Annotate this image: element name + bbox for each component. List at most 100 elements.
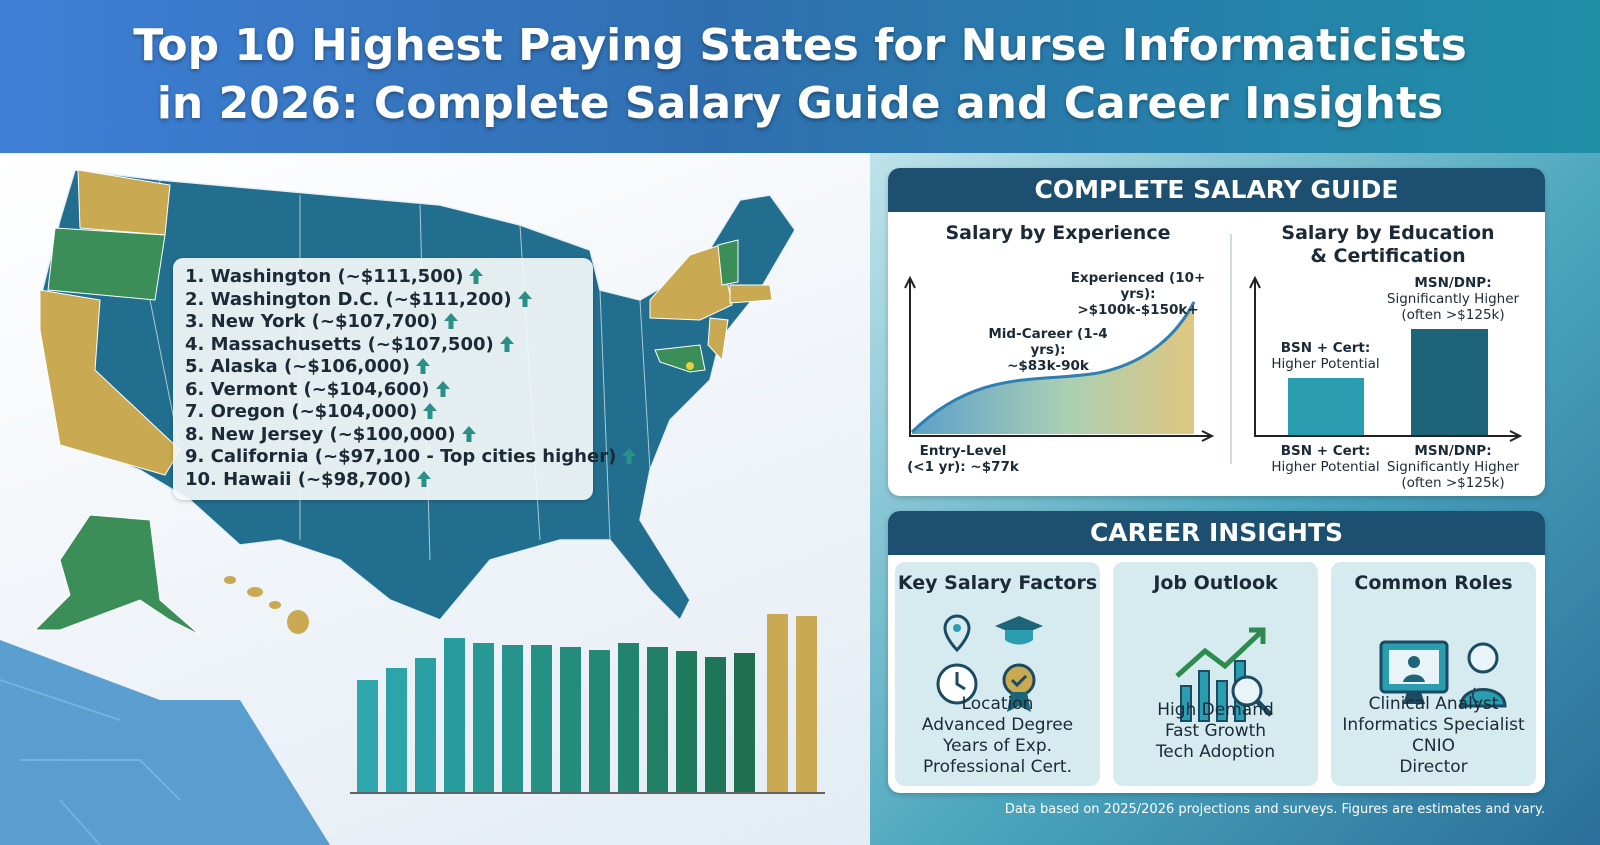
column-icon — [1175, 627, 1273, 722]
icon-part — [1216, 680, 1228, 722]
ranking-item: 3. New York (~$107,700) — [185, 311, 458, 332]
column-item: High Demand — [1157, 700, 1274, 720]
up-arrow — [517, 290, 532, 307]
icon-part — [1010, 674, 1028, 688]
card-title: COMPLETE SALARY GUIDE — [888, 168, 1545, 212]
up-arrow — [469, 268, 484, 284]
icon-part — [955, 672, 966, 691]
experience-area — [912, 302, 1194, 434]
header: Top 10 Highest Paying States for Nurse I… — [0, 0, 1600, 153]
label-line: Mid-Career (1-4 yrs): — [988, 326, 1108, 358]
label: BSN + Cert: Higher Potential — [1258, 443, 1393, 475]
up-arrow — [416, 358, 431, 374]
ranking-text: 10. Hawaii (~$98,700) — [185, 468, 412, 490]
insight-column: Key Salary Factors Location Advanced Degre… — [895, 562, 1100, 786]
icon-part — [1471, 687, 1480, 703]
column-item: Location — [961, 694, 1034, 714]
icon-part — [1180, 685, 1192, 722]
icon-part — [1408, 656, 1420, 668]
arrow-shape — [499, 335, 514, 352]
column-title: Job Outlook — [1153, 572, 1278, 594]
arrow-shape — [517, 290, 532, 307]
up-arrow — [461, 425, 476, 442]
ranking-text: 4. Massachusetts (~$107,500) — [185, 333, 494, 355]
ranking-item: 2. Washington D.C. (~$111,200) — [185, 289, 532, 310]
chart-subtitle: Salary by Experience — [945, 222, 1171, 244]
ranking-text: 2. Washington D.C. (~$111,200) — [185, 288, 512, 310]
column-item: Clinical Analyst — [1368, 694, 1499, 714]
column-title: Key Salary Factors — [897, 572, 1098, 594]
column-item: Tech Adoption — [1155, 742, 1276, 762]
ranking-text: 7. Oregon (~$104,000) — [185, 401, 418, 422]
arrow-shape — [622, 448, 637, 464]
label-line: MSN/DNP: — [1414, 275, 1492, 291]
icon-part — [1403, 674, 1425, 682]
label-line: Higher Potential — [1271, 459, 1380, 475]
icon-part — [1198, 670, 1210, 722]
column-item: Years of Exp. — [942, 736, 1053, 756]
icon-part — [953, 624, 961, 632]
label-line: (<1 yr): ~$77k — [907, 459, 1019, 475]
icon-part — [1249, 627, 1266, 644]
state-massachusetts — [729, 284, 773, 304]
icon-part — [1175, 630, 1263, 678]
ranking-text: 1. Washington (~$111,500) — [185, 266, 464, 287]
title-line: Top 10 Highest Paying States for Nurse I… — [133, 20, 1467, 71]
label-line: ~$83k-90k — [1007, 358, 1089, 374]
chart-subtitle: Salary by Education & Certification — [1248, 222, 1528, 268]
decor-bars — [350, 614, 825, 794]
arrow-shape — [443, 313, 458, 329]
ranking-text: 9. California (~$97,100 - Top cities hig… — [185, 446, 617, 467]
column-icon — [936, 614, 1043, 712]
label-line: (often >$125k) — [1401, 307, 1505, 323]
column-item: Informatics Specialist — [1342, 715, 1525, 735]
state-hawaii — [224, 576, 309, 634]
ranking-item: 8. New Jersey (~$100,000) — [185, 424, 476, 445]
column-item: Advanced Degree — [921, 715, 1074, 735]
state-vermont — [717, 239, 739, 286]
axes — [909, 280, 1210, 437]
column-item: CNIO — [1412, 736, 1455, 756]
axis-arrows — [1249, 275, 1523, 442]
column-title: Common Roles — [1354, 572, 1513, 594]
up-arrow — [622, 448, 637, 464]
label: Mid-Career (1-4 yrs): ~$83k-90k — [973, 326, 1123, 374]
up-arrow — [423, 403, 438, 419]
state-oregon — [47, 227, 166, 301]
up-arrow — [499, 335, 514, 352]
column-item: Professional Cert. — [923, 757, 1072, 777]
ranking-item: 9. California (~$97,100 - Top cities hig… — [185, 446, 637, 467]
label-line: BSN + Cert: — [1280, 340, 1371, 356]
icon-part — [943, 614, 971, 653]
footer-note: Data based on 2025/2026 projections and … — [1004, 802, 1545, 817]
label-line: Significantly Higher — [1386, 291, 1520, 307]
subtitle-line: Salary by Education — [1281, 222, 1495, 244]
ranking-text: 6. Vermont (~$104,600) — [185, 378, 430, 400]
ranking-item: 4. Massachusetts (~$107,500) — [185, 334, 514, 355]
subtitle-line: & Certification — [1310, 245, 1466, 267]
column-item: Director — [1399, 757, 1468, 777]
decor-shape — [0, 640, 330, 845]
icon-part — [1467, 642, 1499, 674]
column-items: Location Advanced Degree Years of Exp. Prof… — [895, 694, 1100, 778]
state-new-jersey — [707, 317, 729, 362]
arrow-shape — [423, 403, 438, 419]
icon-part — [1459, 688, 1507, 708]
ranking-item: 6. Vermont (~$104,600) — [185, 379, 450, 400]
insight-column: Job Outlook High Demand Fast Growth Tech Ad… — [1113, 562, 1318, 786]
state-alaska — [33, 514, 201, 636]
arrow-shape — [461, 425, 476, 442]
label: BSN + Cert: Higher Potential — [1258, 340, 1393, 372]
experience-curve — [910, 301, 1196, 434]
label-line: >$100k-$150k+ — [1077, 302, 1199, 318]
axis-arrows — [904, 275, 1215, 442]
state-new-york — [649, 244, 733, 321]
label: MSN/DNP: Significantly Higher (often >$1… — [1368, 443, 1538, 491]
icon-part — [1231, 675, 1263, 707]
icon-part — [1002, 663, 1036, 697]
insight-column: Common Roles Clinical Analyst Informatics … — [1331, 562, 1536, 786]
arrow-shape — [469, 268, 484, 284]
card-title: CAREER INSIGHTS — [888, 511, 1545, 555]
column-items: Clinical Analyst Informatics Specialist CN… — [1331, 694, 1536, 778]
